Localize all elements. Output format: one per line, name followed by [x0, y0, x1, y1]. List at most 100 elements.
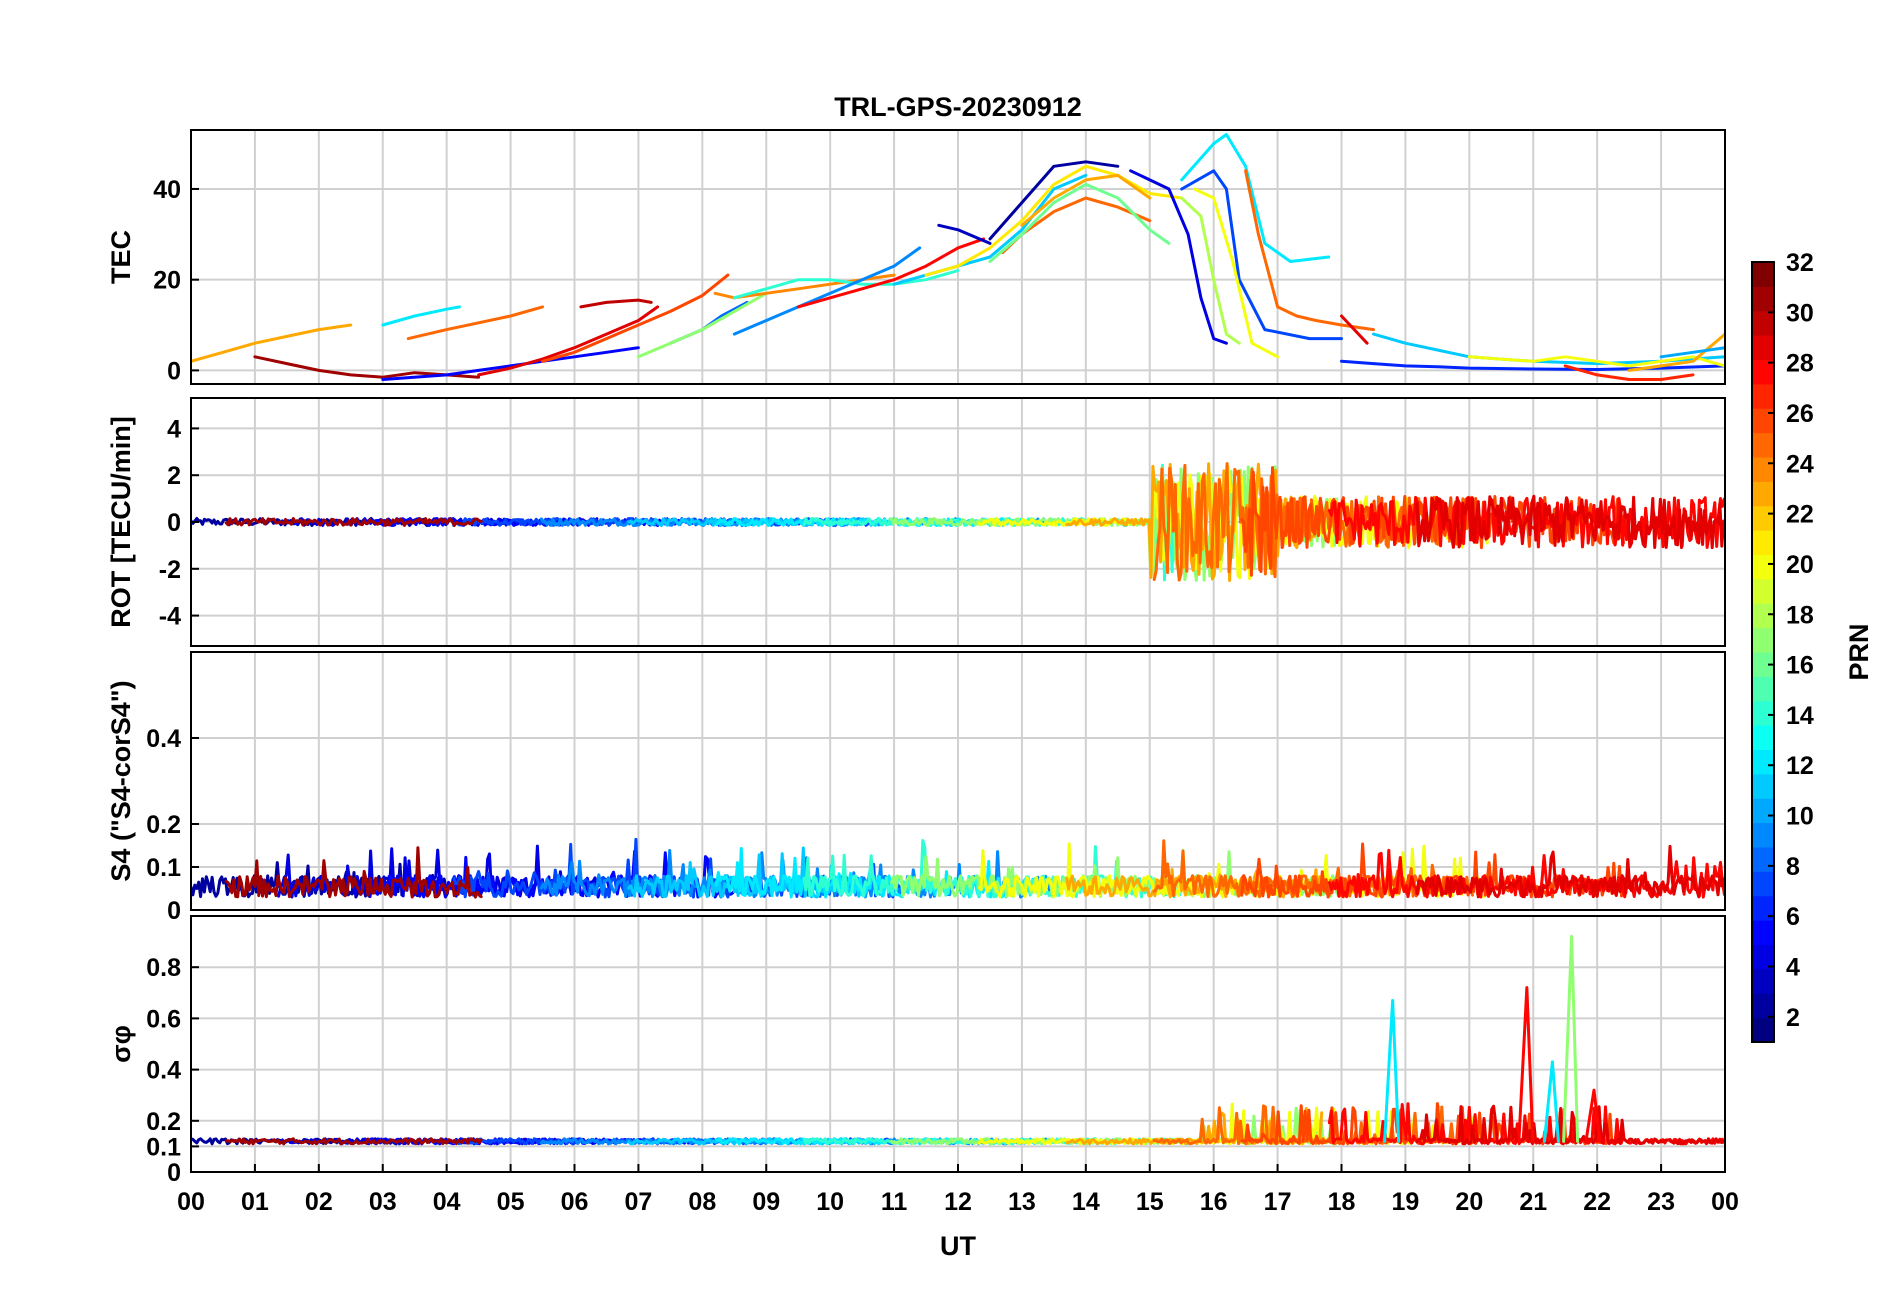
colorbar-tick-label: 30: [1786, 299, 1814, 327]
colorbar-segment: [1752, 603, 1774, 629]
colorbar-segment: [1752, 871, 1774, 897]
rot-noise-trace: [1327, 495, 1725, 549]
colorbar-segment: [1752, 676, 1774, 702]
rot-ytick-label: 2: [167, 462, 181, 490]
x-tick-label: 09: [752, 1188, 780, 1216]
tec-series-line: [477, 305, 660, 377]
x-tick-label: 01: [241, 1188, 269, 1216]
colorbar-segment: [1752, 895, 1774, 921]
tec-series-line: [636, 291, 768, 359]
colorbar-segment: [1752, 359, 1774, 385]
colorbar-segment: [1752, 310, 1774, 336]
x-tick-label: 19: [1392, 1188, 1420, 1216]
panel-tec: 0 20 40 TEC: [106, 129, 1726, 385]
colorbar-segment: [1752, 335, 1774, 360]
tec-series-line: [1193, 187, 1280, 359]
sigma-traces: [191, 934, 1725, 1146]
colorbar-segment: [1752, 652, 1774, 677]
s4-ylabel: S4 ("S4-corS4"): [106, 680, 136, 881]
rot-ylabel: ROT [TECU/min]: [106, 416, 136, 627]
x-tick-label: 06: [561, 1188, 589, 1216]
sigma-ytick-label: 0.1: [146, 1133, 181, 1161]
x-tick-label: 13: [1008, 1188, 1036, 1216]
rot-traces: [191, 462, 1725, 582]
sigma-ytick-label: 0.8: [146, 954, 181, 982]
sigma-noise-trace: [224, 1137, 483, 1146]
x-tick-label: 21: [1519, 1188, 1547, 1216]
colorbar-tick-label: 28: [1786, 350, 1814, 378]
s4-ytick-label: 0.1: [146, 854, 181, 882]
sigma-spike: [1517, 986, 1535, 1143]
sigma-spike: [1562, 934, 1580, 1143]
colorbar-segment: [1752, 383, 1774, 409]
colorbar-tick-label: 10: [1786, 803, 1814, 831]
tec-traces: [191, 133, 1725, 381]
colorbar-tick-label: 2: [1786, 1004, 1800, 1032]
colorbar-segment: [1752, 578, 1774, 604]
tec-ytick-label: 0: [167, 357, 181, 385]
tec-series-line: [1659, 346, 1725, 359]
tec-series-line: [406, 305, 544, 341]
tec-series-line: [1020, 173, 1152, 227]
colorbar-tick-label: 22: [1786, 501, 1814, 529]
tec-series-line: [1180, 196, 1241, 345]
s4-ytick-label: 0.4: [146, 725, 181, 753]
tec-series-line: [1180, 169, 1343, 341]
tec-series-line: [381, 305, 461, 327]
tec-ytick-label: 40: [153, 176, 181, 204]
rot-ytick-label: -4: [159, 603, 181, 631]
x-tick-label: 03: [369, 1188, 397, 1216]
panel-sigma: 00.10.2 0.4 0.6 0.8 σφ: [106, 915, 1726, 1187]
x-tick-label: 00: [177, 1188, 205, 1216]
tec-series-line: [732, 269, 960, 300]
colorbar-segment: [1752, 822, 1774, 848]
chart-title: TRL-GPS-20230912: [834, 92, 1082, 122]
x-tick-label: 20: [1455, 1188, 1483, 1216]
tec-ytick-label: 20: [153, 267, 181, 295]
sigma-ylabel: σφ: [106, 1025, 136, 1063]
sigma-spike: [1584, 1088, 1602, 1143]
x-tick-label: 23: [1647, 1188, 1675, 1216]
colorbar-segment: [1752, 1017, 1774, 1043]
s4-traces: [191, 837, 1725, 899]
colorbar-segment: [1752, 773, 1774, 799]
colorbar-segment: [1752, 725, 1774, 750]
sigma-ytick-label: 0.2: [146, 1108, 181, 1136]
x-tick-label: 00: [1711, 1188, 1739, 1216]
tec-series-line: [988, 160, 1120, 241]
rot-ytick-label: 4: [167, 415, 181, 443]
tec-series-line: [1244, 169, 1375, 332]
tec-ylabel: TEC: [106, 230, 136, 284]
x-tick-label: 18: [1328, 1188, 1356, 1216]
colorbar-segment: [1752, 749, 1774, 775]
colorbar-tick-label: 20: [1786, 551, 1814, 579]
s4-noise-trace: [224, 846, 483, 899]
colorbar-tick-label: 26: [1786, 400, 1814, 428]
colorbar-segment: [1752, 944, 1774, 970]
tec-series-line: [1467, 355, 1725, 368]
tec-series-line: [937, 223, 992, 245]
panel-rot: -4 -2 0 2 4 ROT [TECU/min]: [106, 397, 1726, 647]
colorbar-segment: [1752, 505, 1774, 531]
colorbar-segment: [1752, 920, 1774, 945]
x-tick-label: 10: [816, 1188, 844, 1216]
x-tick-label: 04: [433, 1188, 461, 1216]
s4-noise-trace: [1415, 844, 1725, 899]
colorbar-segment: [1752, 481, 1774, 507]
x-tick-label: 17: [1264, 1188, 1292, 1216]
tec-series-line: [988, 182, 1171, 263]
colorbar-segment: [1752, 798, 1774, 824]
tec-series-line: [1129, 169, 1228, 345]
colorbar-segment: [1752, 457, 1774, 482]
x-tick-label: 22: [1583, 1188, 1611, 1216]
s4-axes-frame: [190, 651, 1726, 911]
rot-noise-trace: [224, 517, 483, 527]
tec-series-line: [796, 237, 986, 309]
colorbar-tick-label: 8: [1786, 853, 1800, 881]
colorbar-tick-label: 16: [1786, 652, 1814, 680]
rot-noise-trace: [1415, 494, 1725, 550]
tec-series-line: [924, 164, 1184, 277]
colorbar-tick-label: 12: [1786, 752, 1814, 780]
